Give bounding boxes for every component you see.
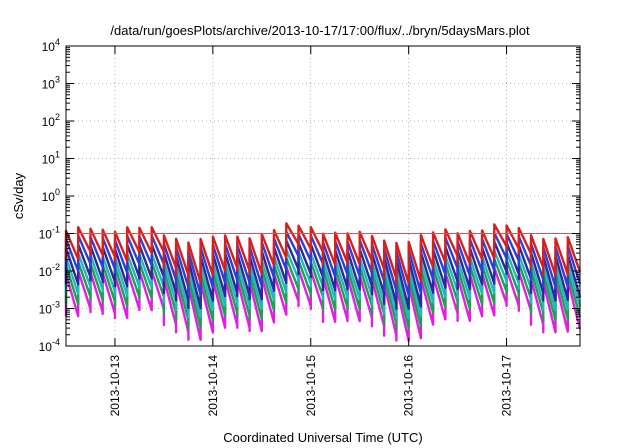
- x-axis-ticks: 2013-10-13 2013-10-14 2013-10-15 2013-10-16…: [108, 46, 514, 416]
- y-tick-label: 10-3: [39, 300, 60, 317]
- series-line: [64, 265, 582, 342]
- series-line: [64, 239, 582, 310]
- series-line: [64, 256, 582, 330]
- y-tick-label: 10-4: [39, 337, 60, 354]
- y-tick-label: 104: [42, 37, 60, 54]
- y-tick-label: 103: [42, 75, 60, 92]
- chart-title: /data/run/goesPlots/archive/2013-10-17/1…: [110, 23, 530, 38]
- y-tick-label: 101: [42, 150, 60, 167]
- x-tick-label: 2013-10-13: [108, 355, 122, 417]
- y-tick-label: 10-1: [39, 225, 60, 242]
- x-tick-label: 2013-10-16: [402, 355, 416, 417]
- y-axis-label: cSv/day: [11, 172, 26, 219]
- y-axis-ticks: 10-4 10-3 10-2 10-1 100 101 102 103 104: [39, 37, 580, 354]
- y-tick-label: 10-2: [39, 262, 60, 279]
- x-tick-label: 2013-10-17: [500, 355, 514, 417]
- data-series: [64, 222, 582, 342]
- series-line: [64, 222, 582, 285]
- y-tick-label: 100: [42, 187, 60, 204]
- x-tick-label: 2013-10-14: [206, 355, 220, 417]
- x-tick-label: 2013-10-15: [304, 355, 318, 417]
- y-tick-label: 102: [42, 112, 60, 129]
- series-line: [64, 248, 582, 320]
- series-line: [64, 230, 582, 297]
- x-axis-label: Coordinated Universal Time (UTC): [223, 430, 422, 445]
